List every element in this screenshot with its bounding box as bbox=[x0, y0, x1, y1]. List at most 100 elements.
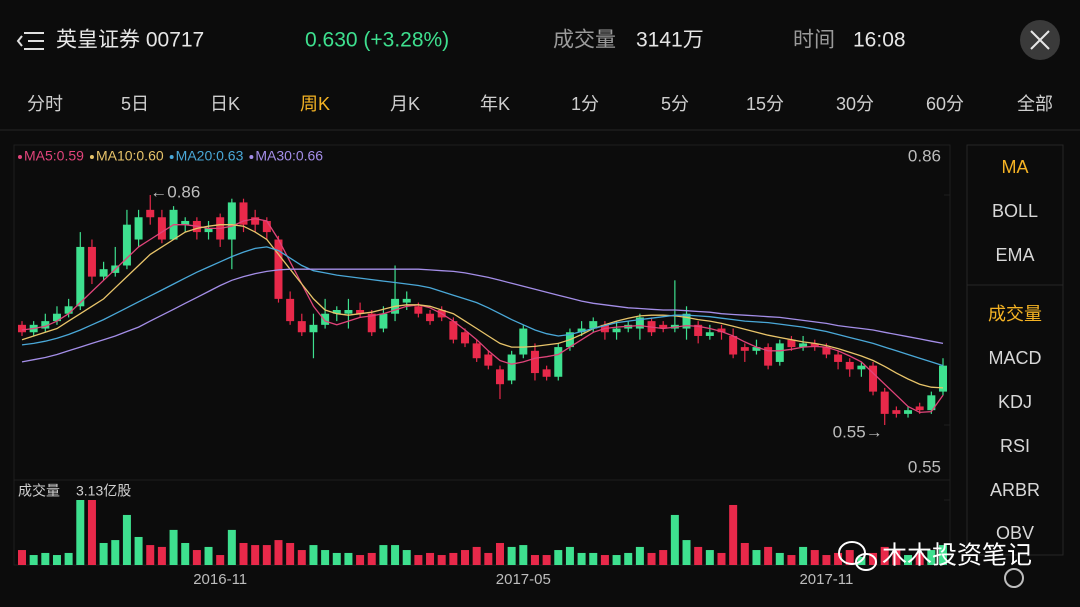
candle-body bbox=[146, 209, 155, 218]
candle-body bbox=[64, 306, 73, 314]
candle-body bbox=[717, 328, 726, 333]
volume-bar bbox=[507, 546, 516, 565]
ma-line bbox=[21, 246, 944, 367]
volume-bar bbox=[495, 542, 504, 565]
close-button[interactable] bbox=[1020, 20, 1060, 60]
indicator-option[interactable]: MACD bbox=[989, 348, 1042, 368]
volume-bar bbox=[437, 555, 446, 565]
period-tab[interactable]: 1分 bbox=[571, 94, 599, 114]
x-tick-label: 2016-11 bbox=[193, 571, 247, 588]
candle-body bbox=[892, 410, 901, 414]
candle-body bbox=[426, 313, 435, 322]
candle-body bbox=[461, 332, 470, 344]
volume-bar bbox=[18, 550, 26, 565]
candle-body bbox=[87, 246, 96, 277]
legend-entry: MA10:0.60 bbox=[96, 148, 164, 164]
time-value: 16:08 bbox=[853, 29, 906, 52]
candle-body bbox=[904, 410, 913, 414]
period-tab[interactable]: 周K bbox=[300, 94, 330, 114]
candle-body bbox=[659, 324, 668, 329]
legend-entry: MA5:0.59 bbox=[24, 148, 84, 164]
volume-bar bbox=[775, 552, 784, 565]
volume-bar bbox=[484, 552, 493, 565]
volume-bar bbox=[122, 514, 131, 565]
period-tab[interactable]: 月K bbox=[390, 94, 420, 114]
x-tick-label: 2017-05 bbox=[496, 571, 551, 588]
indicator-list: MA BOLL EMA 成交量 MACD KDJ RSI ARBR OBV bbox=[988, 157, 1042, 543]
settings-icon[interactable] bbox=[1004, 568, 1024, 588]
candle-body bbox=[251, 217, 260, 225]
volume-bar bbox=[939, 545, 947, 565]
volume-bar bbox=[682, 540, 691, 565]
candle-body bbox=[939, 365, 947, 392]
volume-bar bbox=[694, 546, 703, 565]
volume-bar bbox=[600, 555, 609, 565]
candle-body bbox=[764, 347, 773, 366]
candle-body bbox=[227, 202, 236, 240]
legend-dot bbox=[249, 155, 254, 159]
volume-bar bbox=[530, 555, 539, 565]
volume-bar bbox=[309, 545, 318, 565]
candle-body bbox=[880, 391, 889, 414]
volume-bar bbox=[542, 555, 551, 565]
candle-body bbox=[239, 202, 248, 225]
candle-body bbox=[379, 313, 388, 329]
indicator-option[interactable]: BOLL bbox=[992, 201, 1038, 221]
candle-body bbox=[542, 369, 551, 377]
period-tab[interactable]: 5分 bbox=[661, 94, 689, 114]
period-tab[interactable]: 15分 bbox=[746, 94, 784, 114]
candle-body bbox=[752, 347, 761, 351]
price-axis-label: 0.55 bbox=[908, 457, 941, 476]
volume-bar bbox=[461, 550, 470, 565]
indicator-option[interactable]: 成交量 bbox=[988, 304, 1042, 324]
back-menu-icon[interactable] bbox=[16, 32, 44, 50]
volume-bar bbox=[577, 552, 586, 565]
candle-body bbox=[519, 328, 528, 355]
watermark: 木木投资笔记 bbox=[838, 541, 1032, 571]
volume-bar bbox=[729, 504, 738, 565]
indicator-option[interactable]: OBV bbox=[996, 523, 1034, 543]
stock-price: 0.630 (+3.28%) bbox=[305, 29, 449, 52]
legend-dot bbox=[169, 155, 174, 159]
candle-body bbox=[309, 324, 318, 333]
candle-body bbox=[99, 269, 108, 277]
indicator-option[interactable]: KDJ bbox=[998, 392, 1032, 412]
candle-body bbox=[845, 361, 854, 370]
period-tab[interactable]: 分时 bbox=[27, 94, 63, 114]
volume-bar bbox=[752, 550, 761, 565]
period-tab[interactable]: 年K bbox=[480, 94, 510, 114]
period-tab[interactable]: 日K bbox=[210, 94, 240, 114]
candle-body bbox=[635, 317, 644, 329]
x-tick-label: 2017-11 bbox=[799, 571, 853, 588]
ma-line bbox=[21, 268, 944, 363]
period-tab[interactable]: 全部 bbox=[1017, 94, 1053, 114]
period-tab[interactable]: 5日 bbox=[121, 94, 149, 114]
volume-bar bbox=[799, 546, 808, 565]
candle-body bbox=[52, 313, 61, 322]
candle-body bbox=[122, 224, 131, 266]
volume-bar bbox=[717, 552, 726, 565]
chart-frame bbox=[13, 144, 951, 566]
volume-max: 3.13亿股 bbox=[76, 483, 131, 499]
indicator-option[interactable]: MA bbox=[1002, 157, 1029, 177]
candle-body bbox=[356, 310, 365, 314]
volume-bar bbox=[787, 555, 796, 565]
period-tab[interactable]: 30分 bbox=[836, 94, 874, 114]
volume-bar bbox=[915, 552, 924, 565]
volume-bar bbox=[204, 546, 213, 565]
volume-bar bbox=[904, 555, 913, 565]
period-tab[interactable]: 60分 bbox=[926, 94, 964, 114]
volume-bar bbox=[927, 550, 936, 565]
volume-bar bbox=[624, 552, 633, 565]
volume-bar bbox=[414, 555, 423, 565]
indicator-option[interactable]: EMA bbox=[995, 245, 1034, 265]
volume-bar bbox=[297, 550, 306, 565]
candle-body bbox=[321, 313, 330, 325]
indicator-option[interactable]: ARBR bbox=[990, 480, 1040, 500]
candle-body bbox=[915, 406, 924, 411]
volume-bar bbox=[647, 552, 656, 565]
candle-body bbox=[705, 332, 714, 336]
candle-body bbox=[869, 365, 878, 392]
volume-bar bbox=[262, 545, 271, 565]
indicator-option[interactable]: RSI bbox=[1000, 436, 1030, 456]
